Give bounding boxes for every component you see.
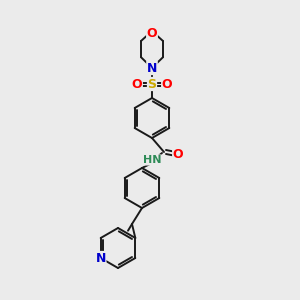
Text: S: S	[148, 77, 157, 91]
Text: O: O	[162, 77, 172, 91]
Text: N: N	[147, 61, 157, 74]
Text: HN: HN	[143, 155, 161, 165]
Text: N: N	[95, 251, 106, 265]
Text: O: O	[173, 148, 183, 160]
Text: O: O	[132, 77, 142, 91]
Text: O: O	[147, 27, 157, 40]
